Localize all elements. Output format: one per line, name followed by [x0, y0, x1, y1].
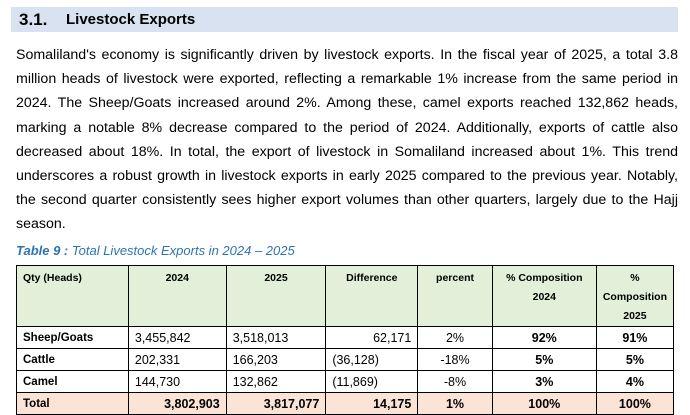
cell-percent: -18% — [417, 348, 493, 371]
cell-2024: 144,730 — [127, 370, 227, 393]
total-composition-2025: 100% — [595, 392, 675, 415]
total-percent: 1% — [417, 392, 493, 415]
cell-composition-2025: 91% — [595, 326, 675, 349]
cell-composition-2024: 92% — [491, 326, 597, 349]
section-title: Livestock Exports — [66, 11, 196, 28]
table-row: Cattle 202,331 166,203 (36,128) -18% 5% … — [16, 348, 675, 371]
header-composition-2024: % Composition 2024 — [491, 265, 597, 327]
cell-percent: 2% — [417, 326, 493, 349]
cell-difference: 62,171 — [325, 326, 419, 349]
cell-2025: 3,518,013 — [225, 326, 327, 349]
header-qty: Qty (Heads) — [16, 265, 129, 327]
table-row: Camel 144,730 132,862 (11,869) -8% 3% 4% — [16, 370, 675, 393]
cell-composition-2024: 3% — [491, 370, 597, 393]
row-label: Camel — [16, 370, 129, 393]
header-2025: 2025 — [225, 265, 327, 327]
header-composition-2025: % Composition 2025 — [595, 265, 675, 327]
table-header-row: Qty (Heads) 2024 2025 Difference percent… — [16, 265, 675, 327]
total-composition-2024: 100% — [491, 392, 597, 415]
cell-difference: (11,869) — [325, 370, 419, 393]
table-total-row: Total 3,802,903 3,817,077 14,175 1% 100%… — [16, 392, 675, 415]
livestock-exports-table: Qty (Heads) 2024 2025 Difference percent… — [16, 265, 675, 415]
table-row: Sheep/Goats 3,455,842 3,518,013 62,171 2… — [16, 326, 675, 349]
section-header: 3.1. Livestock Exports — [11, 7, 678, 32]
cell-composition-2024: 5% — [491, 348, 597, 371]
cell-2025: 166,203 — [225, 348, 327, 371]
cell-percent: -8% — [417, 370, 493, 393]
cell-difference: (36,128) — [325, 348, 419, 371]
row-label: Sheep/Goats — [16, 326, 129, 349]
section-number: 3.1. — [19, 9, 48, 29]
total-2025: 3,817,077 — [225, 392, 327, 415]
header-2024: 2024 — [127, 265, 227, 327]
header-difference: Difference — [325, 265, 419, 327]
total-2024: 3,802,903 — [127, 392, 227, 415]
table-caption: Table 9 : Total Livestock Exports in 202… — [16, 243, 295, 258]
cell-2024: 3,455,842 — [127, 326, 227, 349]
cell-composition-2025: 4% — [595, 370, 675, 393]
cell-2024: 202,331 — [127, 348, 227, 371]
table-caption-label: Table 9 : — [16, 243, 69, 258]
body-paragraph: Somaliland's economy is significantly dr… — [16, 47, 678, 233]
total-label: Total — [16, 392, 129, 415]
total-difference: 14,175 — [325, 392, 419, 415]
cell-composition-2025: 5% — [595, 348, 675, 371]
cell-2025: 132,862 — [225, 370, 327, 393]
header-percent: percent — [417, 265, 493, 327]
table-caption-text: Total Livestock Exports in 2024 – 2025 — [68, 243, 295, 258]
row-label: Cattle — [16, 348, 129, 371]
